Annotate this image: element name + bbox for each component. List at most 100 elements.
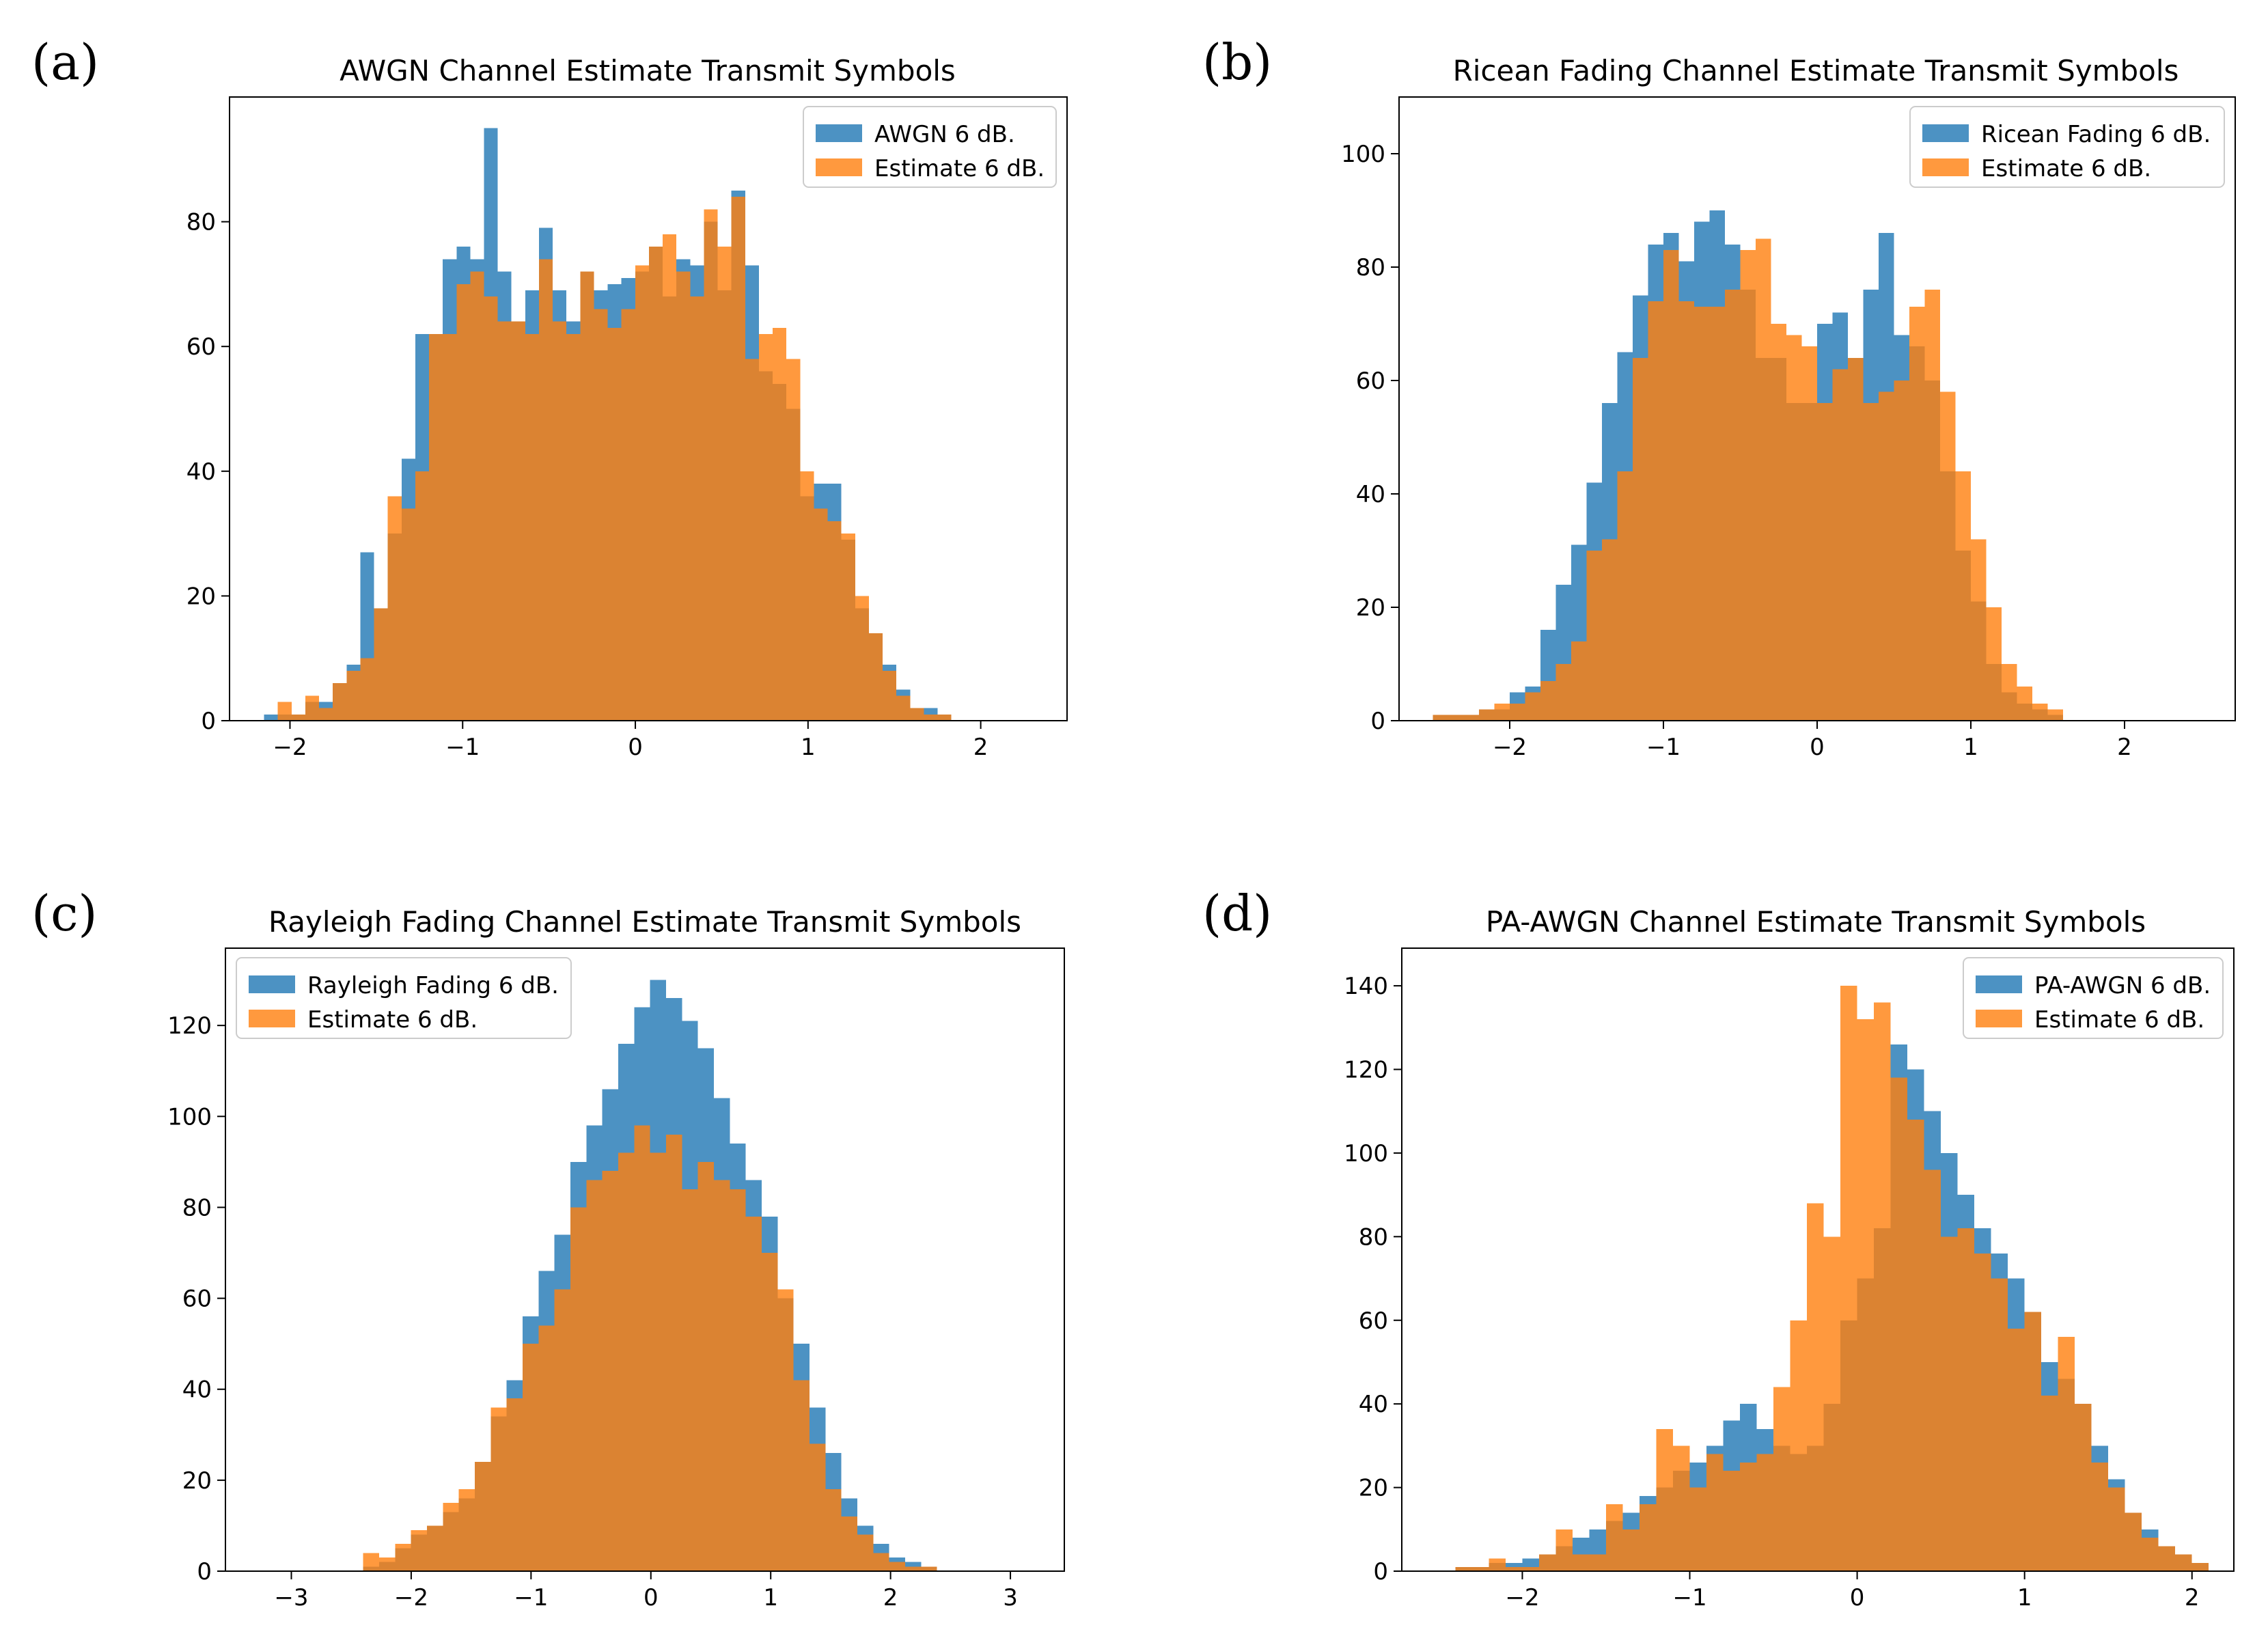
legend-label: AWGN 6 dB. xyxy=(874,121,1015,148)
bar xyxy=(2158,1546,2176,1571)
bar xyxy=(2002,664,2017,721)
bar xyxy=(1617,471,1633,721)
bar xyxy=(825,1489,842,1571)
y-tick-label: 20 xyxy=(182,1467,212,1495)
bar xyxy=(1510,704,1525,721)
bar xyxy=(475,1462,491,1571)
bar xyxy=(1622,1529,1640,1571)
bar xyxy=(456,283,471,721)
legend-label: Estimate 6 dB. xyxy=(874,155,1045,182)
bar xyxy=(1848,357,1864,721)
bar xyxy=(937,714,952,721)
bar xyxy=(814,508,828,721)
legend-label: Rayleigh Fading 6 dB. xyxy=(307,972,559,999)
y-tick-label: 140 xyxy=(1344,973,1388,1000)
x-tick-label: −1 xyxy=(1672,1584,1706,1611)
bar xyxy=(1740,1462,1757,1571)
bar xyxy=(2047,709,2063,721)
bar xyxy=(1571,641,1587,721)
y-tick-label: 80 xyxy=(1359,1223,1388,1251)
bar xyxy=(1801,346,1817,721)
bar xyxy=(618,1152,635,1571)
y-tick-label: 20 xyxy=(186,583,216,610)
x-tick-label: 0 xyxy=(628,734,643,761)
bar xyxy=(924,714,938,721)
bar xyxy=(2175,1554,2192,1571)
x-tick-label: 1 xyxy=(763,1584,778,1611)
bar xyxy=(697,1161,715,1571)
bar xyxy=(1823,1236,1841,1571)
x-tick-label: 2 xyxy=(973,734,988,761)
y-tick-label: 80 xyxy=(186,209,216,236)
bar xyxy=(855,596,869,721)
bar xyxy=(1756,238,1771,721)
bar xyxy=(1909,307,1925,721)
bar xyxy=(1874,1002,1891,1571)
bar xyxy=(1832,369,1848,721)
bar xyxy=(666,1134,682,1571)
bar xyxy=(2075,1404,2092,1571)
bar xyxy=(553,321,567,721)
bar xyxy=(1694,307,1710,721)
legend-box xyxy=(1909,106,2225,188)
bar xyxy=(773,327,787,721)
bar xyxy=(1471,1566,1489,1571)
x-tick-label: 1 xyxy=(801,734,816,761)
bar xyxy=(1494,704,1510,721)
bar xyxy=(427,1525,443,1571)
bar xyxy=(602,1171,619,1571)
bar xyxy=(1602,539,1618,721)
legend-swatch xyxy=(1976,975,2022,993)
bar xyxy=(374,608,388,721)
y-tick-label: 60 xyxy=(186,333,216,361)
x-tick-label: −2 xyxy=(394,1584,428,1611)
legend-swatch xyxy=(249,1010,295,1027)
bar xyxy=(1640,1504,1657,1571)
y-tick-label: 60 xyxy=(1356,368,1385,395)
bar xyxy=(411,1530,428,1571)
bar xyxy=(1807,1203,1824,1571)
legend-box xyxy=(236,957,572,1039)
chart-title-c: Rayleigh Fading Channel Estimate Transmi… xyxy=(268,905,1021,939)
y-tick-label: 20 xyxy=(1356,594,1385,622)
bar xyxy=(443,333,457,721)
bar xyxy=(594,309,608,721)
bar xyxy=(910,708,924,721)
y-tick-label: 100 xyxy=(1341,141,1385,168)
chart-title-b: Ricean Fading Channel Estimate Transmit … xyxy=(1453,54,2179,87)
bar xyxy=(429,333,443,721)
bar xyxy=(1689,1487,1707,1571)
bar xyxy=(470,271,484,721)
x-tick-label: 0 xyxy=(1850,1584,1865,1611)
legend-label: Estimate 6 dB. xyxy=(1981,155,2151,182)
bar xyxy=(2041,1395,2058,1571)
bar xyxy=(827,521,842,721)
legend-swatch xyxy=(249,975,295,993)
bar xyxy=(291,714,305,721)
bar xyxy=(635,265,649,721)
legend-swatch xyxy=(816,158,862,176)
bar xyxy=(506,1398,523,1571)
bar xyxy=(1907,1119,1924,1571)
bar xyxy=(1971,539,1987,721)
y-tick-label: 80 xyxy=(1356,254,1385,281)
bar xyxy=(1991,1278,2008,1571)
bar xyxy=(580,271,594,721)
bar xyxy=(1656,1428,1674,1571)
x-tick-label: 0 xyxy=(644,1584,659,1611)
bar xyxy=(2008,1328,2025,1571)
bar xyxy=(1857,1019,1875,1571)
bar xyxy=(1586,551,1602,721)
x-tick-label: −1 xyxy=(514,1584,548,1611)
legend-a: AWGN 6 dB. Estimate 6 dB. xyxy=(803,106,1057,188)
bar xyxy=(443,1503,459,1571)
bar xyxy=(379,1557,396,1571)
axes-frame-d xyxy=(1401,947,2235,1572)
bar xyxy=(1756,1454,1774,1571)
chart-title-d: PA-AWGN Channel Estimate Transmit Symbol… xyxy=(1486,905,2146,939)
bar xyxy=(1894,380,1909,721)
bar xyxy=(883,670,897,721)
